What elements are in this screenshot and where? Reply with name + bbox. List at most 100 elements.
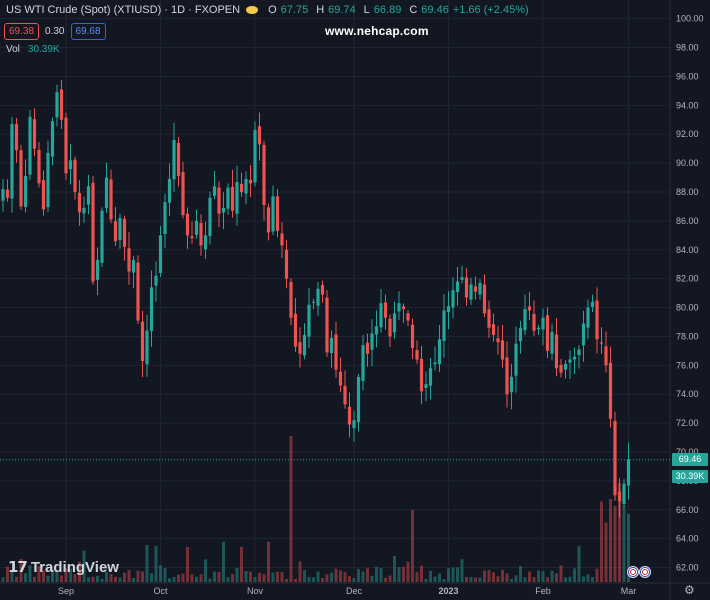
candle-body <box>608 362 613 419</box>
volume-bar <box>213 571 216 582</box>
volume-bar <box>591 577 594 582</box>
quote-row: 69.38 0.30 69.68 <box>4 23 106 40</box>
volume-bar <box>402 566 405 582</box>
y-tick-label: 74.00 <box>676 389 699 399</box>
candle-body <box>271 196 275 232</box>
volume-value: 30.39K <box>27 44 60 55</box>
volume-bar <box>339 570 342 582</box>
candle-body <box>176 142 181 177</box>
volume-bar <box>447 568 450 582</box>
us-flag-icon[interactable] <box>627 566 639 578</box>
gear-icon[interactable]: ⚙ <box>684 583 695 597</box>
tradingview-logo[interactable]: 𝟭𝟳 TradingView <box>8 558 119 577</box>
candle-body <box>365 342 370 354</box>
candle-body <box>95 259 100 280</box>
candle-body <box>397 303 401 312</box>
candle-body <box>379 303 383 328</box>
candle-body <box>158 235 163 273</box>
candle-body <box>14 124 19 151</box>
buy-price-button[interactable]: 69.68 <box>70 23 106 40</box>
volume-bar <box>150 573 153 582</box>
volume-bar <box>105 572 108 582</box>
volume-bar <box>231 574 234 582</box>
candle-body <box>532 313 536 331</box>
candle-body <box>586 307 590 328</box>
candle-body <box>406 313 410 321</box>
symbol-title[interactable]: US WTI Crude (Spot) (XTIUSD) · 1D · FXOP… <box>6 4 241 16</box>
volume-bar <box>429 570 432 582</box>
open-value: 67.75 <box>280 4 309 16</box>
volume-bar <box>208 578 212 582</box>
us-flag-icon[interactable] <box>639 566 651 578</box>
candle-body <box>194 220 199 235</box>
candle-body <box>23 176 28 207</box>
sell-price-button[interactable]: 69.38 <box>4 23 40 40</box>
y-tick-label: 90.00 <box>676 158 699 168</box>
volume-bar <box>388 575 392 582</box>
volume-bar <box>330 572 333 582</box>
candle-body <box>239 183 244 192</box>
volume-bar <box>357 568 360 582</box>
candle-body <box>37 149 41 184</box>
volume-bar <box>177 574 180 582</box>
volume-bar <box>582 576 585 582</box>
volume-bar <box>325 574 329 582</box>
candle-body <box>577 349 581 355</box>
volume-bar <box>438 573 441 582</box>
candle-body <box>613 420 617 496</box>
volume-bar <box>361 571 365 582</box>
volume-bar <box>289 436 293 582</box>
volume-bar <box>258 572 261 582</box>
volume-bar <box>321 577 324 582</box>
candle-body <box>109 179 113 220</box>
y-tick-label: 64.00 <box>676 534 699 544</box>
candle-body <box>221 207 226 213</box>
candle-body <box>145 330 149 365</box>
candle-body <box>73 159 77 192</box>
close-label: C <box>409 4 418 16</box>
volume-bar <box>451 567 455 582</box>
candle-body <box>100 210 104 263</box>
candle-body <box>572 356 577 360</box>
candle-body <box>50 121 55 157</box>
x-tick-label: 2023 <box>438 586 458 596</box>
y-tick-label: 72.00 <box>676 418 699 428</box>
candle-body <box>509 376 514 393</box>
candle-body <box>329 337 334 354</box>
y-tick-label: 78.00 <box>676 331 699 341</box>
volume-bar <box>217 572 221 582</box>
events-markers[interactable] <box>627 566 651 578</box>
candle-body <box>518 327 523 342</box>
volume-bar <box>114 576 117 582</box>
candle-body <box>104 177 109 208</box>
volume-bar <box>37 566 41 582</box>
y-tick-label: 62.00 <box>676 563 699 573</box>
volume-bar <box>474 577 477 582</box>
candle-body <box>82 207 86 214</box>
volume-bar <box>532 577 536 582</box>
volume-bar <box>384 577 387 582</box>
volume-bar <box>541 571 545 582</box>
volume-bar <box>109 574 113 582</box>
candle-body <box>55 92 59 118</box>
candle-body <box>523 309 527 331</box>
candle-body <box>527 306 532 311</box>
volume-bar <box>181 573 185 582</box>
candle-body <box>32 119 37 149</box>
candle-body <box>122 218 127 247</box>
y-tick-label: 100.00 <box>676 14 704 24</box>
volume-bar <box>510 578 513 582</box>
candle-body <box>491 324 496 335</box>
volume-bar <box>186 547 189 582</box>
candle-body <box>190 236 194 239</box>
spread-value: 0.30 <box>45 26 65 37</box>
y-tick-label: 70.00 <box>676 447 699 457</box>
volume-bar <box>172 576 176 582</box>
candle-body <box>163 202 167 235</box>
open-label: O <box>268 4 277 16</box>
volume-bar <box>600 501 603 582</box>
volume-bar <box>69 568 72 582</box>
candle-body <box>1 189 5 201</box>
volume-bar <box>514 575 518 582</box>
